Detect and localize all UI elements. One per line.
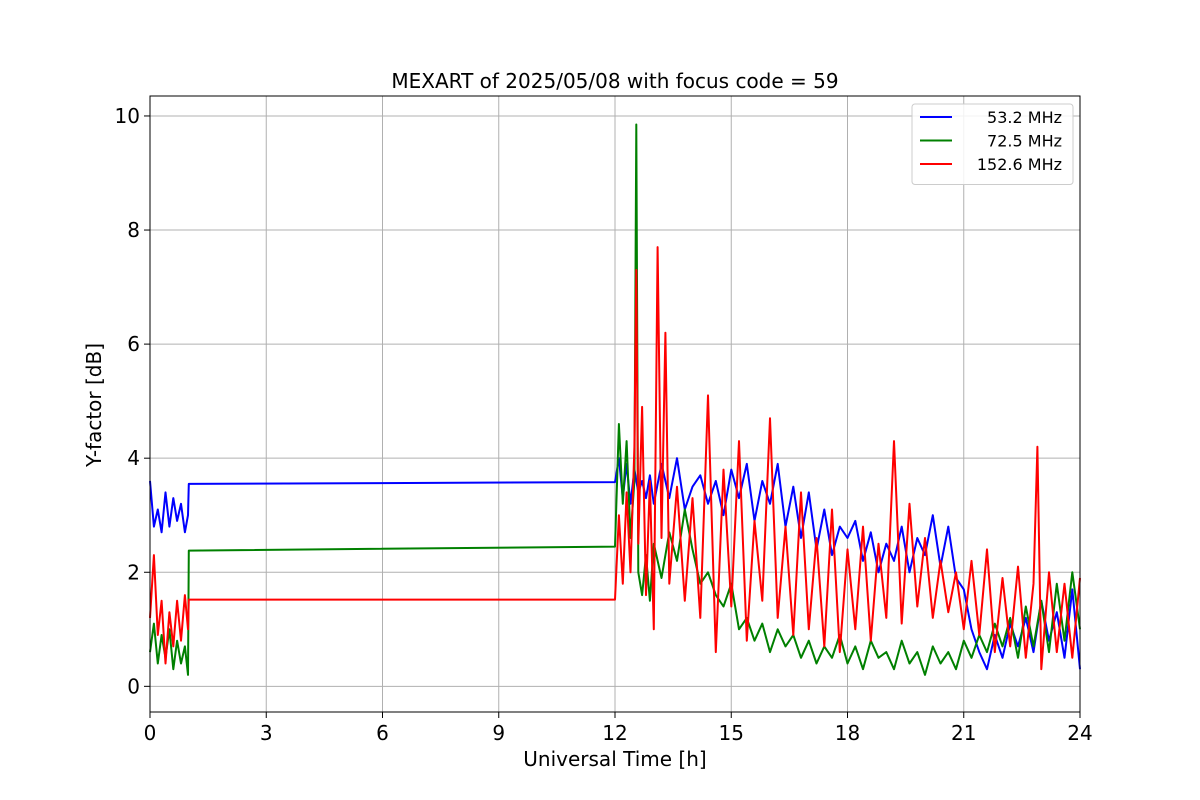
x-tick-label: 3 — [260, 721, 273, 745]
y-tick-label: 0 — [127, 674, 140, 698]
y-tick-label: 6 — [127, 332, 140, 356]
x-tick-label: 0 — [144, 721, 157, 745]
y-tick-label: 8 — [127, 218, 140, 242]
x-tick-label: 9 — [492, 721, 505, 745]
legend-label: 72.5 MHz — [987, 132, 1062, 151]
x-tick-label: 18 — [835, 721, 860, 745]
y-tick-label: 4 — [127, 446, 140, 470]
x-tick-label: 12 — [602, 721, 627, 745]
y-tick-label: 2 — [127, 560, 140, 584]
x-axis-label: Universal Time [h] — [523, 747, 706, 771]
legend-label: 152.6 MHz — [977, 155, 1062, 174]
x-tick-label: 15 — [719, 721, 744, 745]
x-tick-label: 6 — [376, 721, 389, 745]
y-tick-label: 10 — [115, 104, 140, 128]
legend-label: 53.2 MHz — [987, 108, 1062, 127]
series-line-152-6-mhz — [149, 246, 1081, 671]
chart-title: MEXART of 2025/05/08 with focus code = 5… — [391, 69, 838, 93]
legend: 53.2 MHz 72.5 MHz 152.6 MHz — [911, 103, 1074, 185]
y-axis-label: Y-factor [dB] — [82, 343, 106, 468]
x-tick-label: 24 — [1067, 721, 1092, 745]
x-tick-label: 21 — [951, 721, 976, 745]
series-layer — [149, 123, 1081, 676]
legend-box — [911, 103, 1074, 185]
